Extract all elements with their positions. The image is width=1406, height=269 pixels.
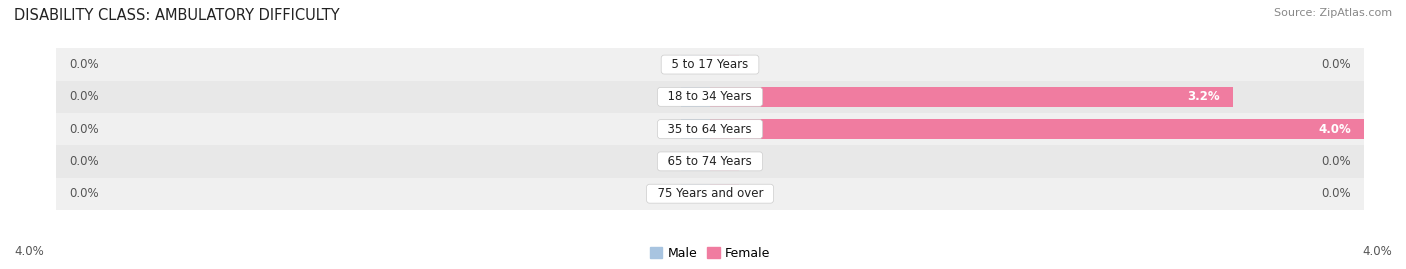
Bar xyxy=(681,55,710,74)
Bar xyxy=(710,119,1364,139)
Bar xyxy=(710,184,740,203)
Text: 4.0%: 4.0% xyxy=(14,245,44,258)
Text: DISABILITY CLASS: AMBULATORY DIFFICULTY: DISABILITY CLASS: AMBULATORY DIFFICULTY xyxy=(14,8,340,23)
Text: 35 to 64 Years: 35 to 64 Years xyxy=(661,123,759,136)
Bar xyxy=(681,87,710,107)
Text: 75 Years and over: 75 Years and over xyxy=(650,187,770,200)
Legend: Male, Female: Male, Female xyxy=(645,242,775,265)
Bar xyxy=(681,184,710,203)
Text: 4.0%: 4.0% xyxy=(1362,245,1392,258)
Bar xyxy=(710,87,1233,107)
Text: 0.0%: 0.0% xyxy=(69,58,98,71)
Bar xyxy=(681,119,710,139)
Text: 0.0%: 0.0% xyxy=(69,155,98,168)
Text: Source: ZipAtlas.com: Source: ZipAtlas.com xyxy=(1274,8,1392,18)
Bar xyxy=(710,55,740,74)
Text: 5 to 17 Years: 5 to 17 Years xyxy=(664,58,756,71)
Text: 0.0%: 0.0% xyxy=(1322,58,1351,71)
Bar xyxy=(56,48,1364,81)
Bar xyxy=(710,152,740,171)
Text: 18 to 34 Years: 18 to 34 Years xyxy=(661,90,759,103)
Text: 0.0%: 0.0% xyxy=(69,187,98,200)
Text: 0.0%: 0.0% xyxy=(69,90,98,103)
Bar xyxy=(681,152,710,171)
Bar xyxy=(56,113,1364,145)
Text: 0.0%: 0.0% xyxy=(1322,187,1351,200)
Bar xyxy=(56,145,1364,178)
Text: 3.2%: 3.2% xyxy=(1187,90,1220,103)
Text: 65 to 74 Years: 65 to 74 Years xyxy=(661,155,759,168)
Bar xyxy=(56,178,1364,210)
Bar xyxy=(56,81,1364,113)
Text: 0.0%: 0.0% xyxy=(1322,155,1351,168)
Text: 0.0%: 0.0% xyxy=(69,123,98,136)
Text: 4.0%: 4.0% xyxy=(1317,123,1351,136)
